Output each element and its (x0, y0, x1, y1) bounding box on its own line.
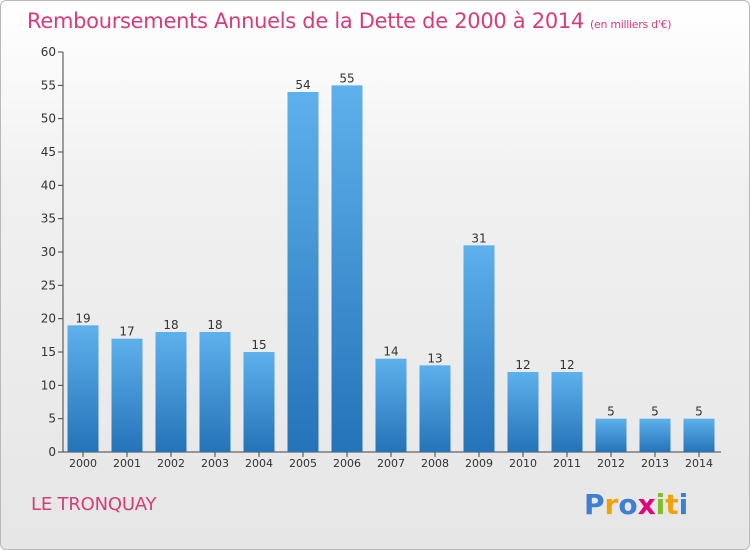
x-tick-label: 2005 (289, 457, 317, 470)
bar (639, 418, 671, 452)
bar-value-label: 5 (651, 405, 659, 419)
commune-name: LE TRONQUAY (31, 494, 157, 515)
proxiti-logo: Proxiti (584, 488, 688, 521)
logo-letter: o (618, 488, 638, 521)
logo-letter: P (584, 488, 605, 521)
y-tick-label: 15 (41, 345, 56, 359)
x-tick-label: 2004 (245, 457, 273, 470)
bar (155, 332, 187, 452)
bar-value-label: 5 (695, 405, 703, 419)
bar (463, 245, 495, 452)
y-tick-label: 40 (41, 178, 56, 192)
y-tick-label: 25 (41, 278, 56, 292)
bar-value-label: 55 (339, 71, 354, 85)
logo-letter: t (665, 488, 679, 521)
x-tick-label: 2009 (465, 457, 493, 470)
x-tick-label: 2013 (641, 457, 669, 470)
bar-value-label: 18 (163, 318, 178, 332)
bar (67, 325, 99, 452)
logo-letter: i (655, 488, 666, 521)
bar-value-label: 15 (251, 338, 266, 352)
y-tick-label: 50 (41, 112, 56, 126)
bar (331, 85, 363, 452)
bar (507, 372, 539, 452)
bar (111, 338, 143, 452)
y-tick-label: 35 (41, 212, 56, 226)
x-tick-label: 2000 (69, 457, 97, 470)
logo-letter: r (604, 488, 619, 521)
bar-value-label: 19 (75, 311, 90, 325)
bar-value-label: 18 (207, 318, 222, 332)
y-tick-label: 30 (41, 245, 56, 259)
bar-value-label: 13 (427, 351, 442, 365)
x-tick-label: 2012 (597, 457, 625, 470)
x-tick-label: 2014 (685, 457, 713, 470)
bar-value-label: 17 (119, 325, 134, 339)
logo-letter: i (678, 488, 689, 521)
bar-value-label: 14 (383, 345, 398, 359)
x-tick-label: 2007 (377, 457, 405, 470)
x-tick-label: 2003 (201, 457, 229, 470)
bar (419, 365, 451, 452)
y-tick-label: 10 (41, 378, 56, 392)
bar (243, 352, 275, 452)
x-tick-label: 2010 (509, 457, 537, 470)
bar-value-label: 5 (607, 405, 615, 419)
bar (595, 418, 627, 452)
y-tick-label: 55 (41, 78, 56, 92)
bar-value-label: 12 (559, 358, 574, 372)
y-tick-label: 0 (48, 445, 56, 459)
x-tick-label: 2002 (157, 457, 185, 470)
x-tick-label: 2008 (421, 457, 449, 470)
bar (375, 358, 407, 452)
x-tick-label: 2001 (113, 457, 141, 470)
x-tick-label: 2006 (333, 457, 361, 470)
y-tick-label: 5 (48, 412, 56, 426)
bar-value-label: 12 (515, 358, 530, 372)
bar (287, 92, 319, 452)
logo-letter: x (637, 488, 656, 521)
bar (683, 418, 715, 452)
chart-title: Remboursements Annuels de la Dette de 20… (27, 9, 671, 33)
bar (199, 332, 231, 452)
chart-unit: (en milliers d'€) (590, 18, 672, 31)
bar (551, 372, 583, 452)
y-tick-label: 60 (41, 45, 56, 59)
bar-value-label: 31 (471, 231, 486, 245)
chart-title-text: Remboursements Annuels de la Dette de 20… (27, 9, 584, 33)
y-tick-label: 45 (41, 145, 56, 159)
y-tick-label: 20 (41, 312, 56, 326)
bar-value-label: 54 (295, 78, 310, 92)
x-tick-label: 2011 (553, 457, 581, 470)
